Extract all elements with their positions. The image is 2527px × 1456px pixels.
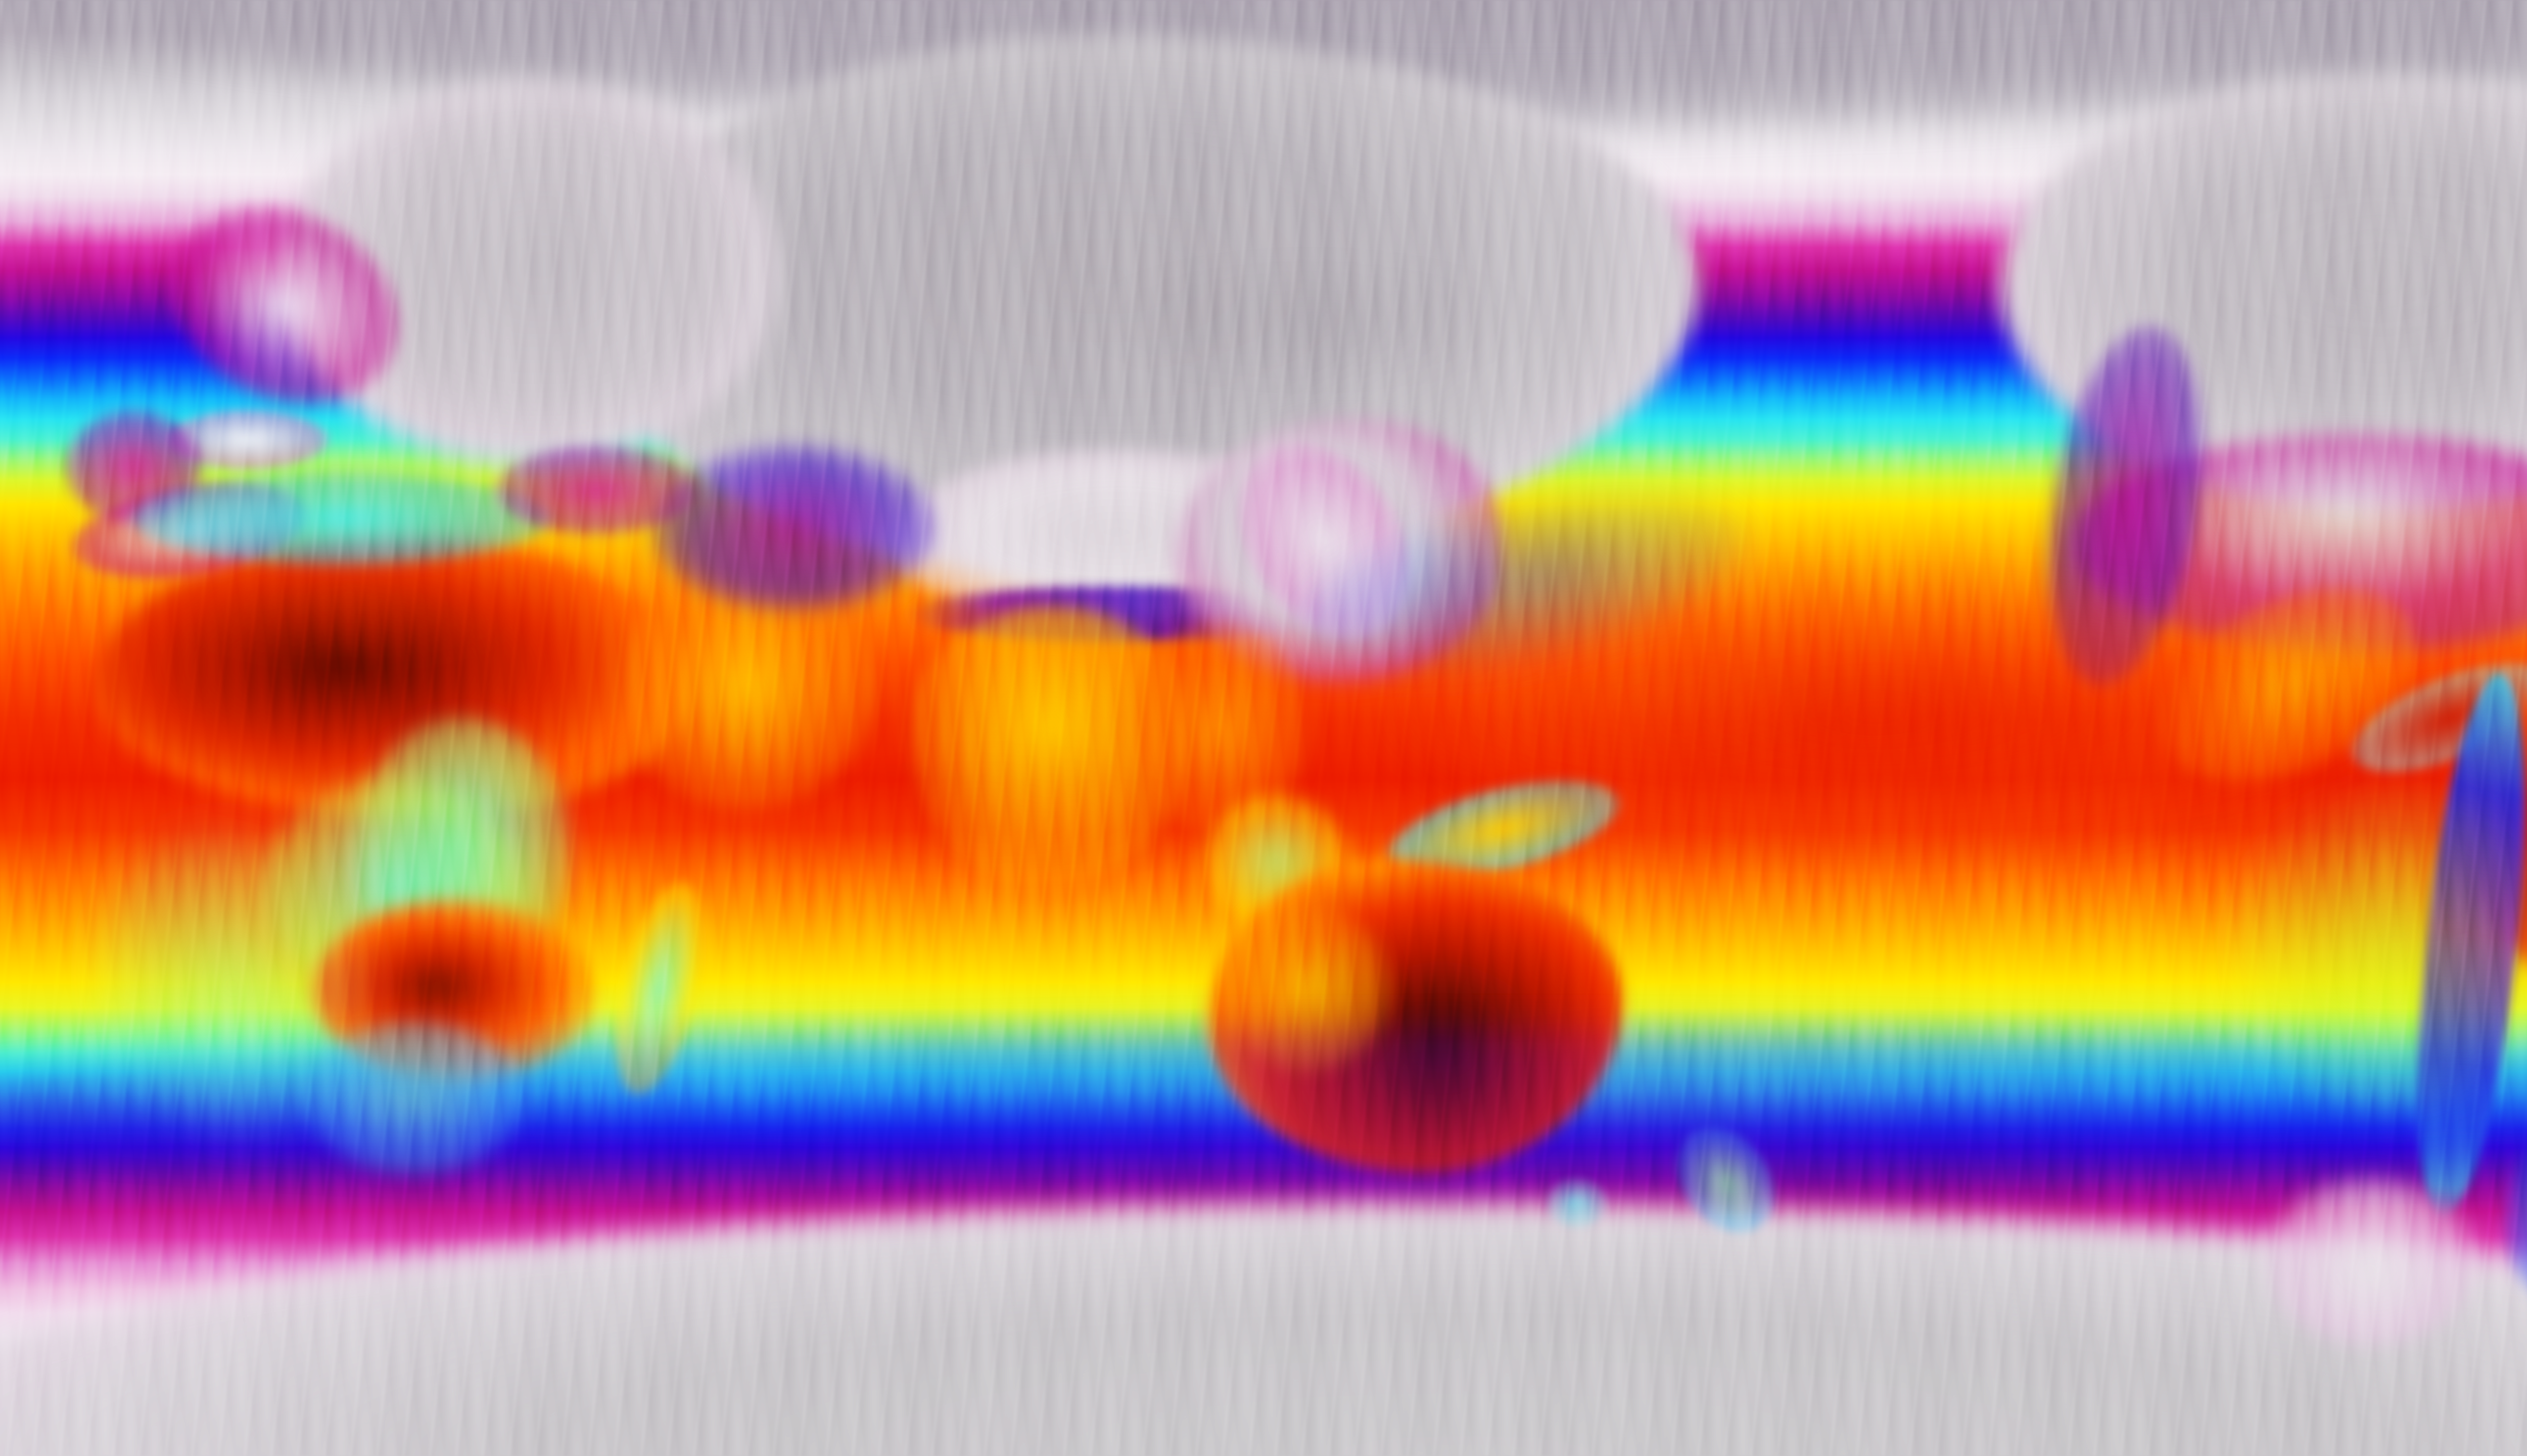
feature-iran-zagros-cold [652, 445, 935, 612]
feature-southern-ocean-storm-belt [0, 1031, 2527, 1183]
feature-turkey-anatolia [495, 445, 697, 536]
feature-arabian-peninsula [622, 571, 874, 809]
feature-tasmania [1547, 1178, 1607, 1228]
feature-australia-west-warm [1223, 905, 1390, 1071]
feature-mediterranean-sea [131, 470, 551, 566]
feature-south-africa-cool-plateau [303, 1021, 526, 1172]
feature-equatorial-pacific-warm-pool [1395, 581, 2355, 844]
